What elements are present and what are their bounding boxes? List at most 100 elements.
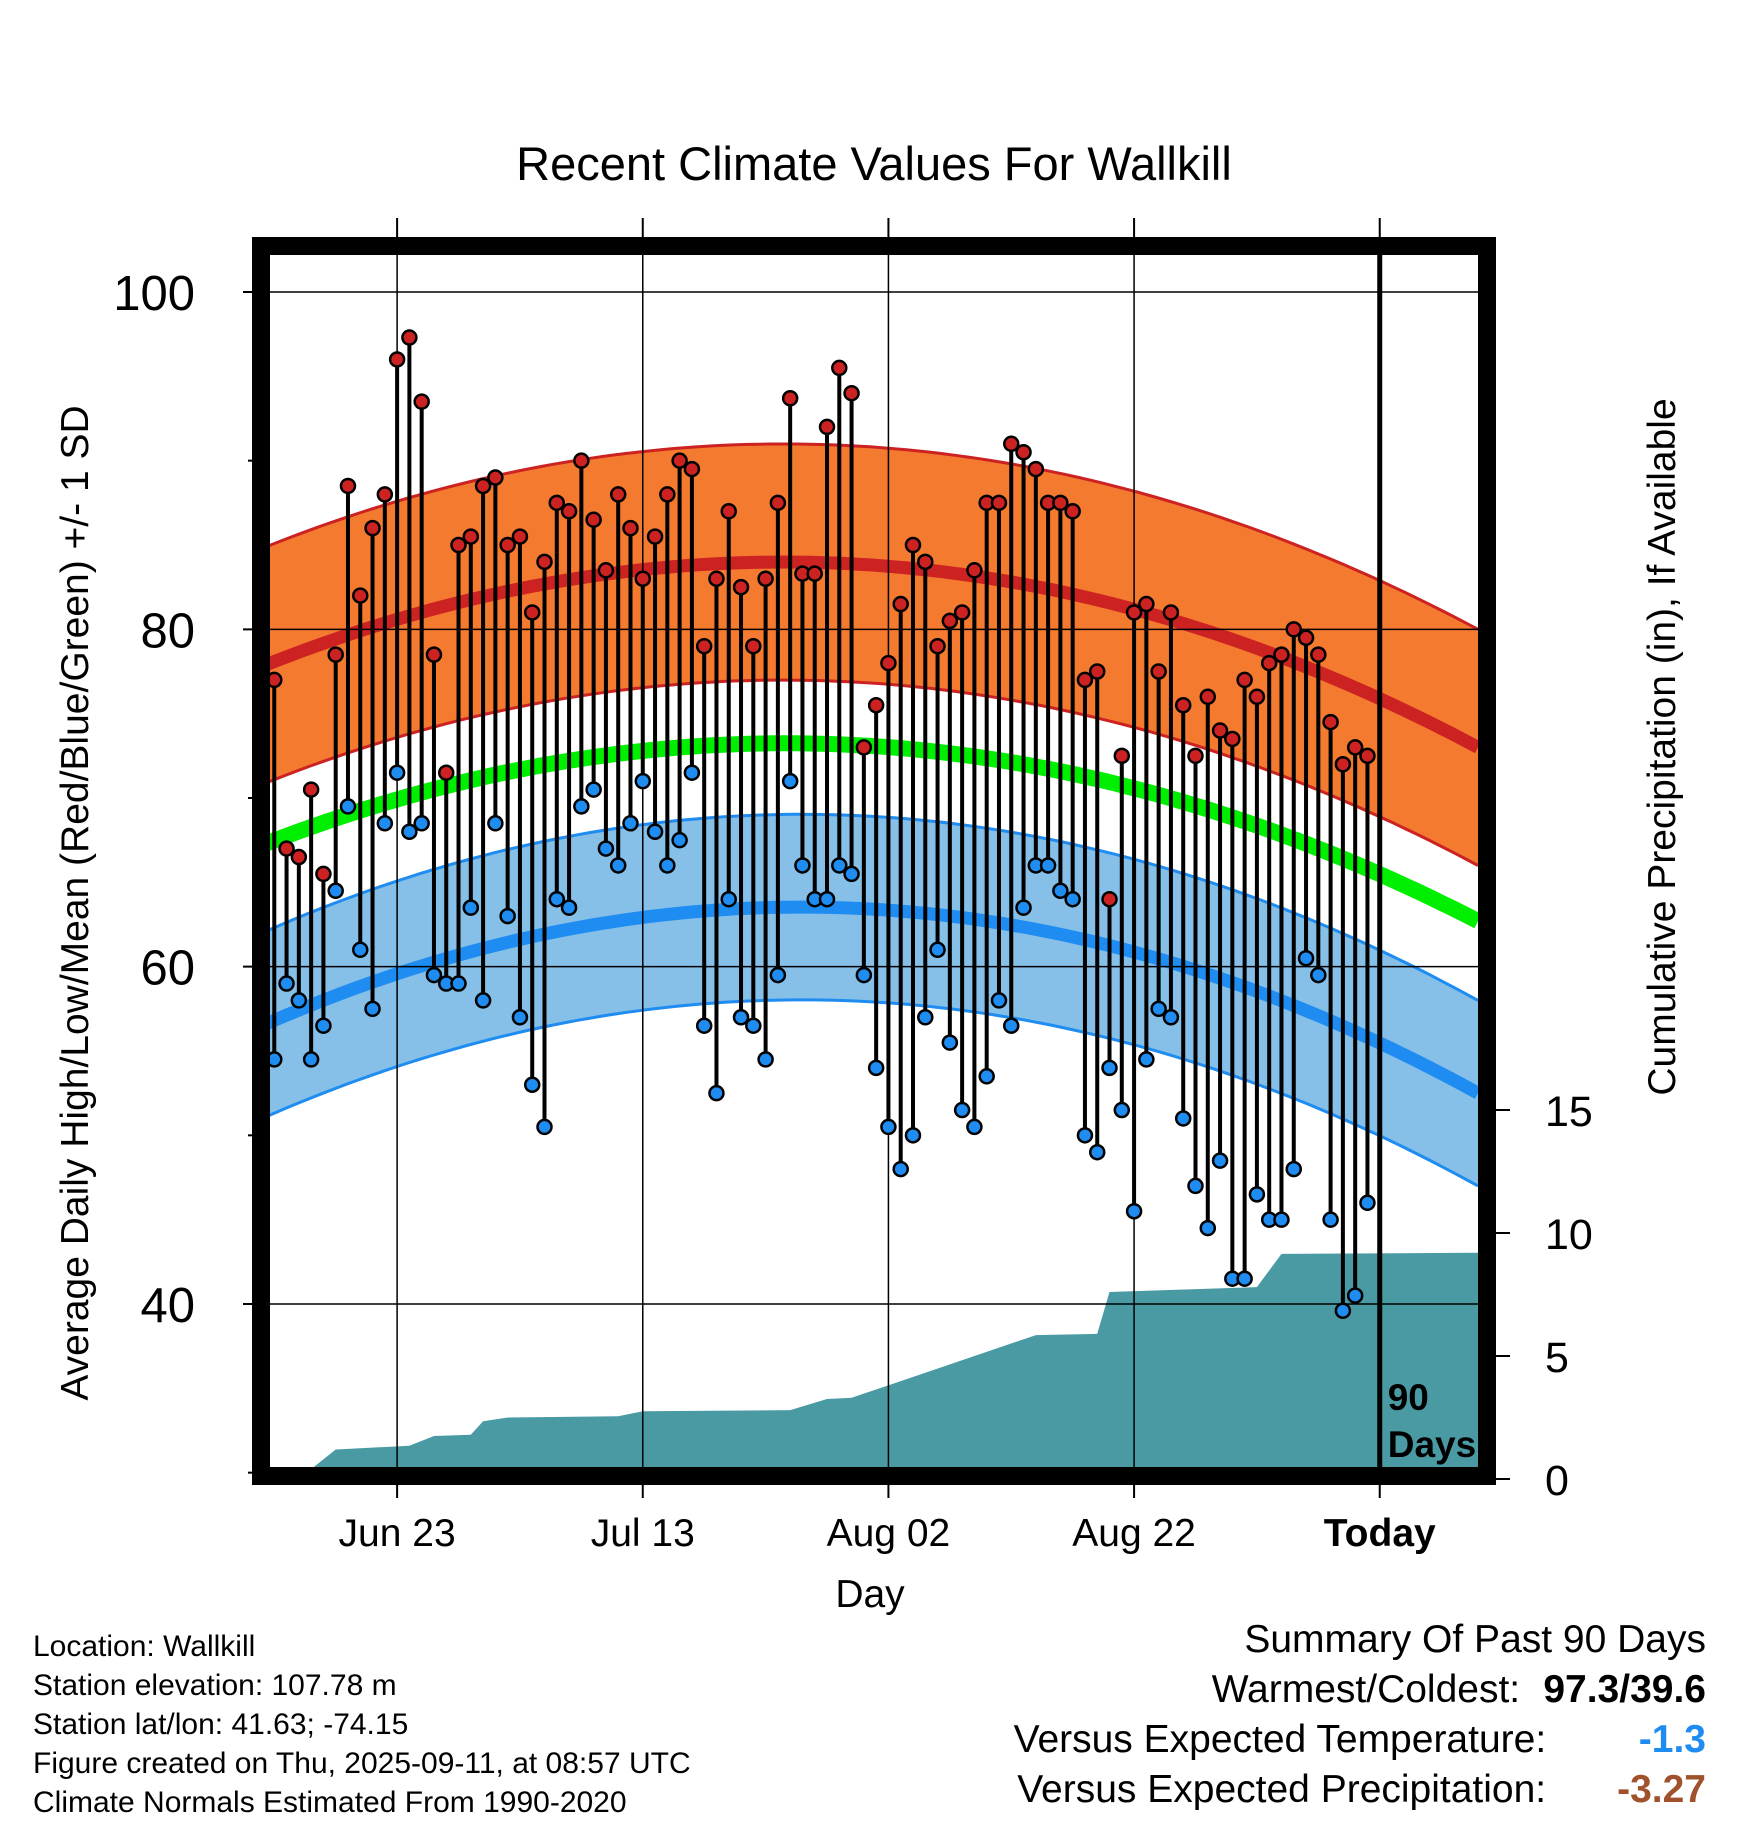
daily-high-point [1052, 494, 1069, 512]
daily-high-point [352, 587, 369, 604]
daily-low-point [1125, 1202, 1143, 1220]
daily-high-point [1224, 730, 1241, 748]
daily-low-point [953, 1101, 971, 1119]
daily-high-point [401, 329, 418, 346]
daily-high-point [1003, 435, 1020, 453]
normal-low-line [259, 900, 1482, 1099]
daily-high-point [1187, 747, 1204, 765]
y-right-tick-label: 15 [1545, 1088, 1593, 1136]
daily-high-point [1125, 604, 1143, 621]
daily-high-point [523, 604, 541, 621]
daily-low-point [1015, 899, 1032, 916]
low-sd-upper-edge [261, 812, 1479, 1002]
daily-high-point [1346, 739, 1364, 756]
daily-low-point [1322, 1211, 1339, 1228]
daily-low-point [523, 1076, 541, 1093]
daily-high-point [1015, 443, 1032, 461]
daily-high-point [450, 536, 467, 554]
y-axis-label-left: Average Daily High/Low/Mean (Red/Blue/Gr… [54, 405, 97, 1401]
daily-high-point [806, 565, 823, 582]
x-axis-label: Day [835, 1573, 905, 1616]
daily-low-point [978, 1068, 995, 1085]
daily-low-point [315, 1017, 332, 1034]
daily-high-point [892, 595, 909, 613]
daily-low-point [646, 823, 664, 840]
daily-low-point [732, 1009, 750, 1026]
daily-low-point [1297, 949, 1315, 967]
daily-low-point [536, 1118, 553, 1136]
daily-high-point [1310, 646, 1327, 663]
daily-low-point [560, 899, 578, 916]
daily-low-point [1101, 1059, 1118, 1077]
daily-high-point [413, 393, 430, 410]
daily-high-point [1359, 747, 1376, 765]
daily-high-point [1076, 671, 1094, 689]
summary-heading: Summary Of Past 90 Days [1244, 1618, 1706, 1661]
daily-high-point [1273, 646, 1290, 663]
daily-high-point [1113, 747, 1131, 765]
daily-low-point [278, 975, 295, 992]
daily-high-point [437, 764, 455, 781]
temp-label: Versus Expected Temperature: [1013, 1718, 1547, 1761]
daily-high-point [646, 528, 664, 545]
daily-high-point [425, 646, 443, 663]
daily-low-point [745, 1017, 762, 1034]
daily-low-point [302, 1051, 320, 1068]
daily-low-point [1187, 1177, 1204, 1195]
summary-precip: Versus Expected Precipitation: -3.27 [806, 1765, 1706, 1815]
y-right-tick-label: 5 [1545, 1334, 1569, 1382]
daily-low-point [929, 941, 946, 959]
daily-high-point [290, 848, 308, 866]
plot-frame [252, 237, 1496, 1485]
daily-high-point [941, 612, 959, 630]
daily-low-point [659, 857, 676, 874]
daily-high-point [1297, 629, 1315, 647]
daily-low-point [487, 815, 504, 832]
daily-low-point [941, 1034, 959, 1051]
chart-title: Recent Climate Values For Wallkill [516, 137, 1232, 190]
daily-high-point [818, 418, 836, 436]
daily-low-point [1113, 1101, 1131, 1119]
high-sd-band [262, 444, 1478, 866]
plot-border [252, 237, 1496, 1485]
daily-high-point [1064, 503, 1081, 520]
daily-high-point [1088, 663, 1106, 680]
daily-high-point [671, 452, 688, 469]
daily-low-point [966, 1118, 983, 1136]
daily-low-point [867, 1059, 885, 1077]
daily-high-point [622, 519, 639, 537]
daily-low-point [880, 1118, 897, 1136]
daily-high-point [511, 528, 529, 545]
x-tick-label: Jul 13 [591, 1512, 695, 1555]
daily-low-point [425, 966, 443, 984]
daily-low-point [1359, 1194, 1376, 1212]
daily-high-point [1248, 688, 1266, 706]
high-sd-upper-edge [261, 442, 1479, 631]
daily-high-point [843, 384, 860, 402]
daily-low-point [1039, 857, 1057, 874]
daily-high-point [720, 503, 737, 520]
daily-high-point [683, 460, 701, 478]
daily-low-point [548, 890, 566, 908]
daily-high-point [1334, 756, 1352, 773]
daily-low-point [364, 1000, 381, 1018]
daily-high-point [597, 562, 615, 579]
daily-low-point [1174, 1110, 1192, 1127]
daily-stems [272, 337, 1370, 1311]
daily-low-point [720, 890, 737, 908]
daily-low-point [1310, 966, 1327, 984]
daily-low-point [818, 890, 836, 908]
daily-high-point [364, 519, 381, 537]
daily-low-point [671, 831, 688, 849]
daily-low-point [327, 882, 344, 900]
daily-low-point [376, 815, 394, 832]
daily-low-point [634, 772, 652, 790]
summary-warm-cold: Warmest/Coldest: 97.3/39.6 [806, 1665, 1706, 1715]
daily-dots [266, 329, 1376, 1319]
daily-low-point [892, 1160, 909, 1178]
daily-high-point [462, 528, 480, 545]
meta-created: Figure created on Thu, 2025-09-11, at 08… [33, 1747, 691, 1780]
warm-cold-label: Warmest/Coldest: [1211, 1668, 1521, 1711]
daily-high-point [278, 840, 295, 857]
